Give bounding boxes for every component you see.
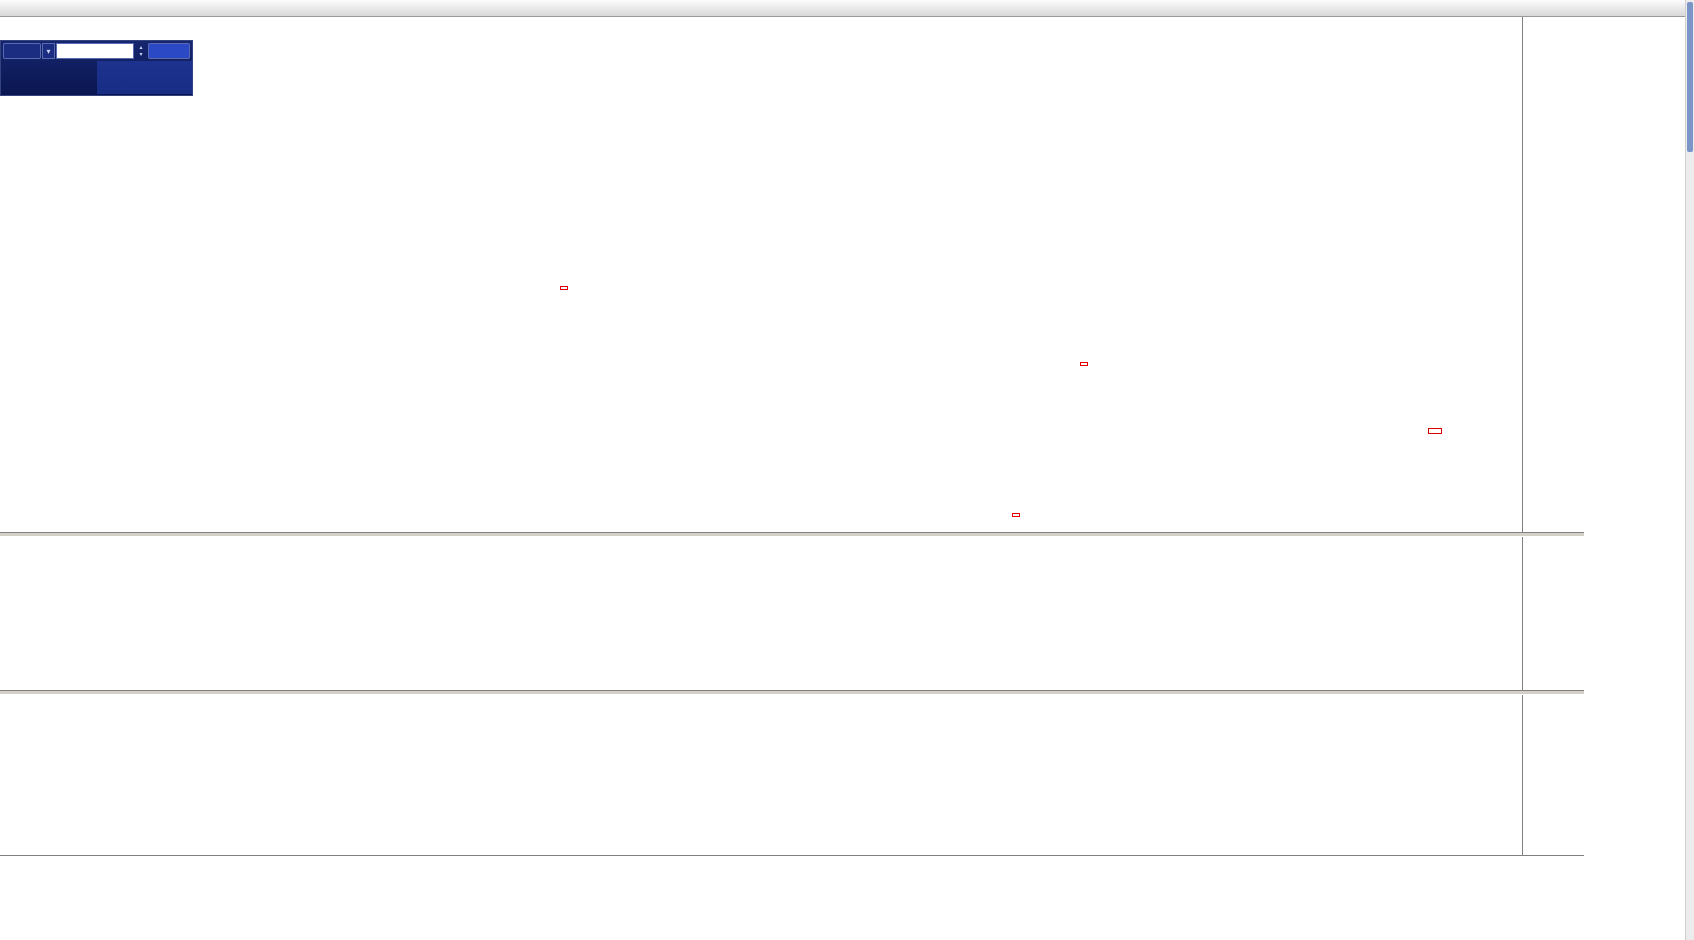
panel-divider[interactable] bbox=[0, 690, 1584, 695]
sell-price[interactable] bbox=[1, 61, 97, 94]
price-annotation-148990[interactable] bbox=[1012, 513, 1020, 517]
price-annotation-150171[interactable] bbox=[1428, 428, 1442, 434]
volume-spinner[interactable]: ▴ ▾ bbox=[139, 44, 143, 58]
price-annotation-152508[interactable] bbox=[560, 286, 568, 290]
bid-ask-prices bbox=[1, 61, 192, 94]
order-type-dropdown[interactable]: ▾ bbox=[42, 43, 55, 59]
vertical-scrollbar[interactable] bbox=[1685, 0, 1694, 940]
rsi-panel[interactable] bbox=[0, 695, 1522, 855]
buy-price[interactable] bbox=[96, 61, 192, 94]
trade-panel-controls: ▾ ▴ ▾ bbox=[1, 41, 192, 61]
macd-panel[interactable] bbox=[0, 537, 1522, 690]
main-toolbar bbox=[0, 0, 1694, 17]
scrollbar-thumb[interactable] bbox=[1687, 2, 1693, 152]
volume-input[interactable] bbox=[56, 43, 134, 59]
main-price-chart[interactable] bbox=[0, 17, 1522, 532]
time-axis[interactable] bbox=[0, 855, 1584, 875]
price-annotation-151124[interactable] bbox=[1080, 362, 1088, 366]
buy-button[interactable] bbox=[148, 43, 190, 59]
panel-divider[interactable] bbox=[0, 532, 1584, 537]
price-scale[interactable] bbox=[1522, 17, 1584, 875]
one-click-trading-panel: ▾ ▴ ▾ bbox=[0, 40, 193, 96]
sell-button[interactable] bbox=[3, 43, 41, 59]
